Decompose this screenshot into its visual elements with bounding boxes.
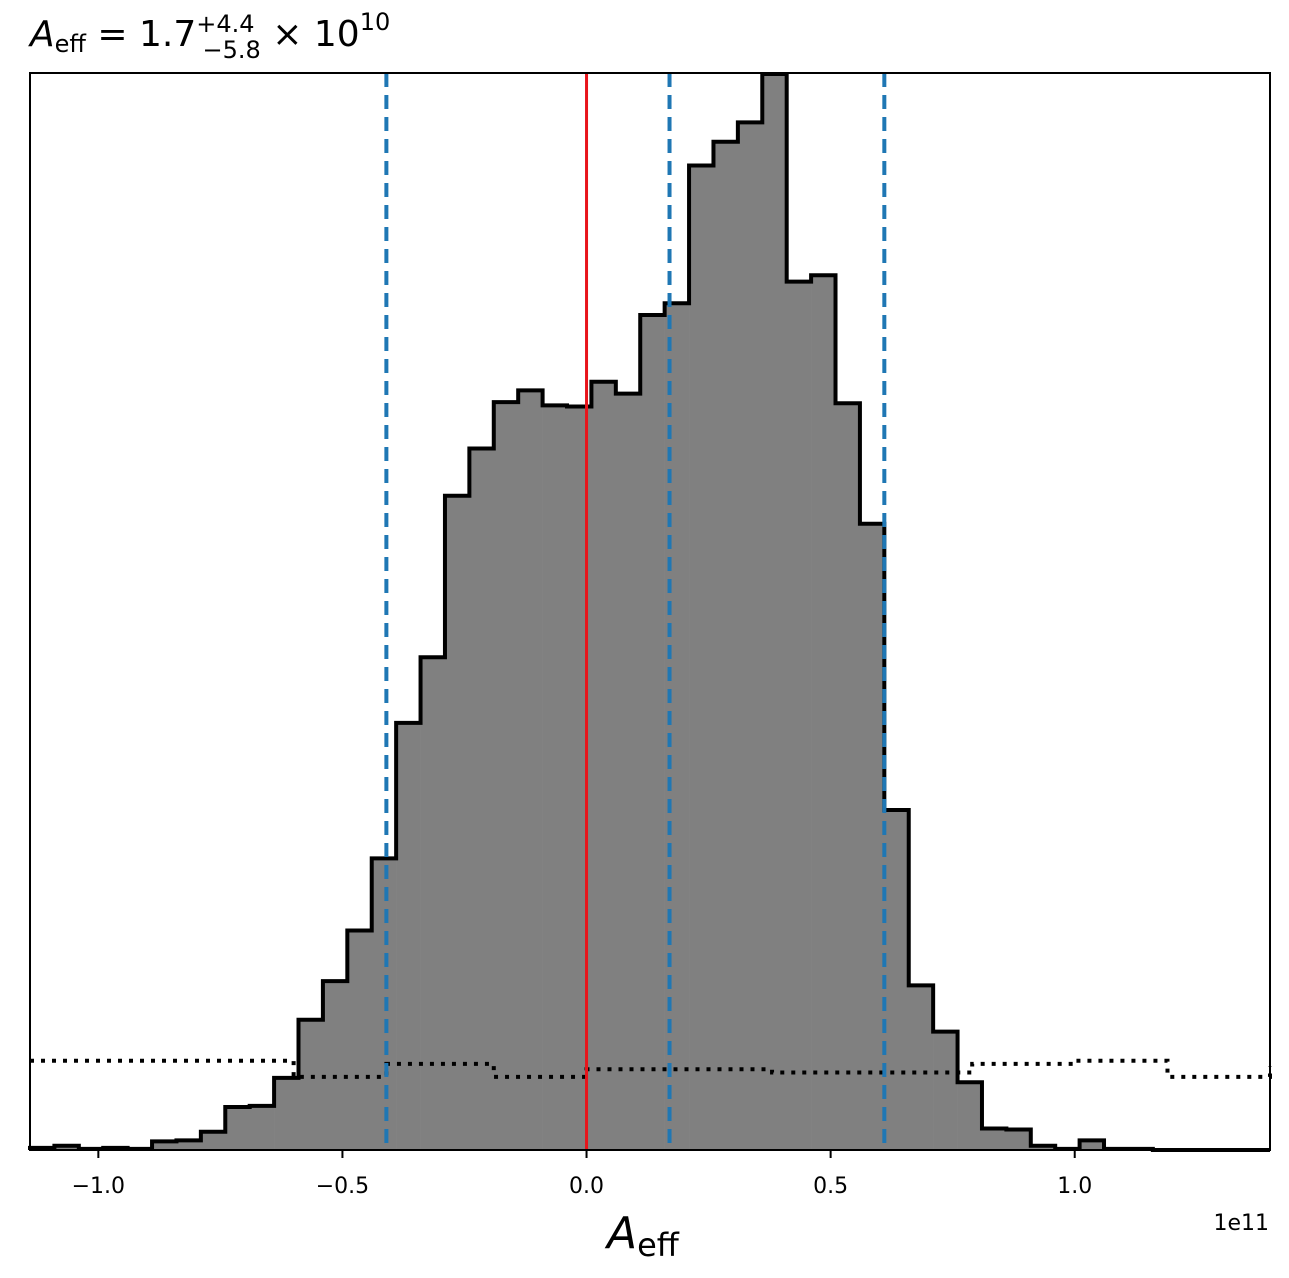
title-exponent: 10 [360, 8, 391, 36]
histogram-bar [396, 722, 421, 1150]
chart-title: Aeff = 1.7+4.4 −5.8 × 1010 [28, 8, 390, 64]
histogram-bar [859, 523, 885, 1150]
histogram-bar [469, 448, 495, 1150]
histogram-bar [444, 495, 470, 1150]
title-times: × 10 [261, 14, 360, 55]
histogram-bar [1030, 1145, 1056, 1150]
title-upper-error: +4.4 [196, 10, 254, 38]
x-tick-label: 0.0 [569, 1174, 604, 1199]
title-subscript: eff [55, 30, 87, 58]
plot-area [28, 72, 1272, 1152]
xlabel-symbol: A [604, 1208, 637, 1259]
histogram-bar [640, 315, 665, 1150]
xlabel-subscript: eff [637, 1226, 680, 1264]
histogram-bar [713, 141, 739, 1151]
histogram-bar [54, 1145, 80, 1150]
histogram-bar [1006, 1129, 1032, 1150]
histogram-bar [274, 1077, 299, 1150]
prior-line [30, 1058, 1272, 1079]
histogram-bar [542, 405, 568, 1151]
histogram-bar [737, 122, 763, 1150]
x-tick-label: 1.0 [1057, 1174, 1092, 1199]
histogram-bar [689, 165, 714, 1150]
histogram-bar [981, 1128, 1007, 1150]
histogram-bar [908, 985, 934, 1150]
title-equals: = 1.7 [86, 14, 196, 55]
histogram-bar [1079, 1140, 1105, 1150]
axes-frame [29, 72, 1271, 1151]
histogram-bar [225, 1106, 250, 1150]
title-symbol: A [28, 14, 55, 55]
histogram-bar [933, 1031, 958, 1150]
histogram-bar [591, 381, 617, 1151]
x-tick-label: 0.5 [813, 1174, 848, 1199]
histogram-bar [420, 657, 446, 1150]
histogram-bar [298, 1019, 324, 1150]
histogram-bar [200, 1131, 226, 1150]
histogram-bar [152, 1141, 177, 1150]
histogram-bar [322, 981, 348, 1150]
x-offset-label: 1e11 [1213, 1211, 1269, 1236]
x-tick-label: −0.5 [316, 1174, 369, 1199]
histogram-bar [762, 74, 787, 1150]
x-tick-label: −1.0 [72, 1174, 125, 1199]
histogram-bar [347, 930, 373, 1150]
histogram-outline [28, 72, 1270, 1152]
histogram-bar [518, 390, 543, 1150]
histogram-bar [371, 858, 397, 1150]
title-lower-error: −5.8 [203, 36, 261, 64]
histogram-bar [786, 281, 812, 1151]
histogram-bar [249, 1105, 275, 1150]
histogram-bar [957, 1082, 983, 1150]
histogram-bar [884, 809, 910, 1150]
histogram-bar [835, 403, 861, 1151]
x-axis: −1.0 −0.5 0.0 0.5 1.0 [72, 1150, 1092, 1199]
histogram-bar [615, 393, 641, 1150]
x-axis-label: Aeff [604, 1208, 680, 1264]
histogram-bar [493, 402, 519, 1150]
histogram-bar [176, 1140, 202, 1150]
histogram-bar [811, 275, 836, 1150]
